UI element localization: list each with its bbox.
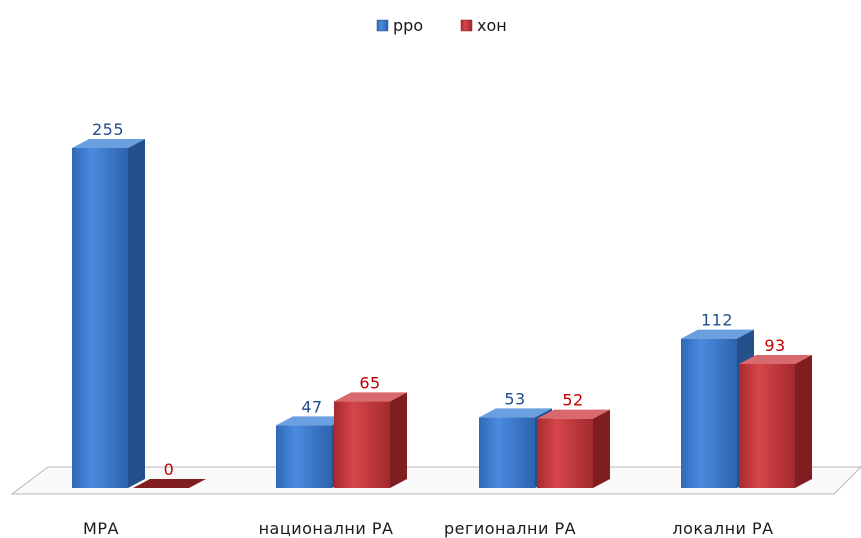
bar-s1-c1 [72, 139, 145, 488]
value-label-s1-c4: 112 [701, 311, 733, 330]
bar-s2-c4 [739, 355, 812, 488]
bar-s2-c3 [537, 409, 610, 488]
legend-label-series-1: рро [393, 16, 423, 35]
bar-s2-c1 [133, 479, 206, 488]
chart-floor [10, 466, 861, 495]
bar-s2-c2 [334, 392, 407, 488]
value-label-s1-c1: 255 [92, 120, 124, 139]
value-label-s2-c4: 93 [764, 336, 785, 355]
legend-swatch-series-2 [460, 19, 473, 32]
value-labels-layer: 255 47 53 112 0 65 52 93 [92, 120, 785, 479]
bars-layer [72, 139, 812, 488]
category-label-3: регионални РА [444, 519, 576, 538]
value-label-s2-c3: 52 [562, 391, 583, 410]
category-label-4: локални РА [672, 519, 773, 538]
value-label-s1-c3: 53 [504, 389, 525, 408]
value-label-s2-c2: 65 [359, 373, 380, 392]
value-label-s2-c1: 0 [164, 460, 175, 479]
legend-label-series-2: хон [477, 16, 507, 35]
legend: рро хон [376, 16, 507, 35]
legend-swatch-series-1 [376, 19, 389, 32]
category-label-2: национални РА [259, 519, 394, 538]
category-label-1: МРА [83, 519, 119, 538]
value-label-s1-c2: 47 [301, 397, 322, 416]
